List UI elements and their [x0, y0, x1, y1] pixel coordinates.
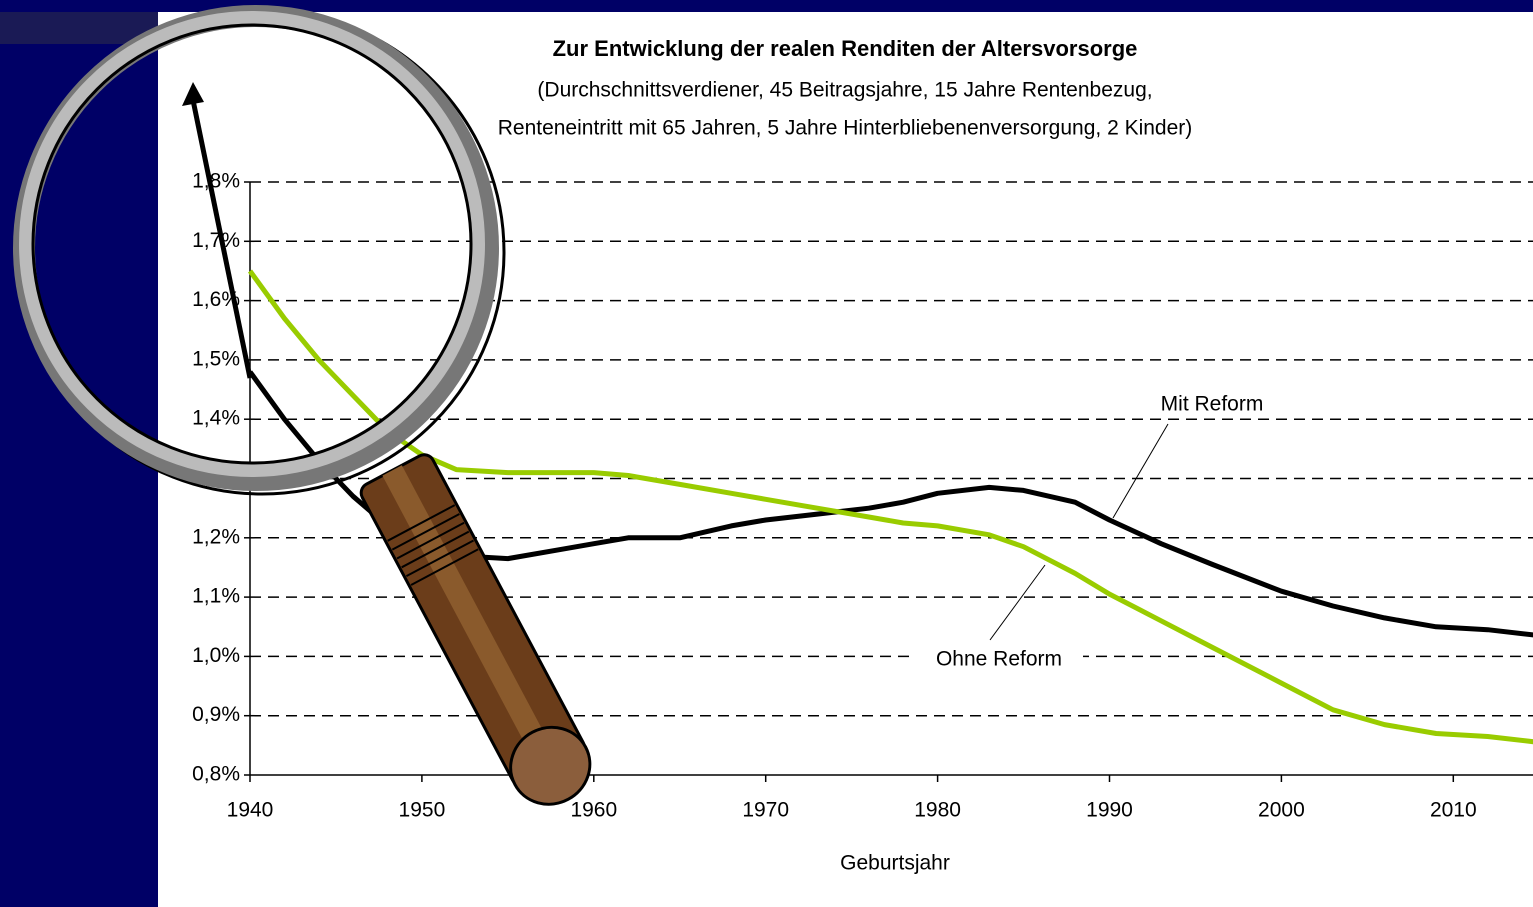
x-tick-label: 1980 [914, 799, 961, 822]
chart-subtitle: Renteneintritt mit 65 Jahren, 5 Jahre Hi… [498, 117, 1193, 140]
leader-line [1112, 423, 1169, 519]
y-tick-label: 1,6% [192, 288, 240, 311]
lens-inner-rim [31, 23, 473, 465]
chart-subtitle: (Durchschnittsverdiener, 45 Beitragsjahr… [537, 79, 1152, 102]
x-tick-label: 1940 [227, 799, 274, 822]
y-tick-label: 1,5% [192, 347, 240, 370]
handle [359, 453, 592, 806]
x-tick-label: 2010 [1430, 799, 1477, 822]
y-tick-label: 0,8% [192, 763, 240, 786]
arrow [190, 99, 253, 379]
label-background [1140, 392, 1284, 418]
label-background [915, 646, 1083, 672]
y-tick-label: 1,1% [192, 585, 240, 608]
x-tick-label: 2000 [1258, 799, 1305, 822]
x-tick-label: 1970 [742, 799, 789, 822]
x-axis-label: Geburtsjahr [840, 852, 950, 875]
plot: 0,8%0,9%1,0%1,1%1,2%1,3%1,4%1,5%1,6%1,7%… [192, 170, 1533, 822]
y-tick-label: 1,4% [192, 407, 240, 430]
series-line [247, 269, 1533, 745]
y-tick-label: 1,2% [192, 525, 240, 548]
x-tick-label: 1990 [1086, 799, 1133, 822]
y-tick-label: 0,9% [192, 703, 240, 726]
slide-tab [0, 12, 158, 44]
x-tick-label: 1950 [399, 799, 446, 822]
lens-ring-highlight [19, 11, 485, 477]
series-label: Mit Reform [1161, 393, 1264, 416]
x-tick-label: 1960 [570, 799, 617, 822]
magnifier [13, 5, 592, 806]
leader-line [989, 564, 1046, 641]
series-label: Ohne Reform [936, 648, 1062, 671]
arrow-head [182, 82, 204, 106]
y-tick-label: 1,0% [192, 644, 240, 667]
chart-title: Zur Entwicklung der realen Renditen der … [553, 36, 1138, 61]
y-tick-label: 1,8% [192, 170, 240, 193]
y-tick-label: 1,7% [192, 229, 240, 252]
